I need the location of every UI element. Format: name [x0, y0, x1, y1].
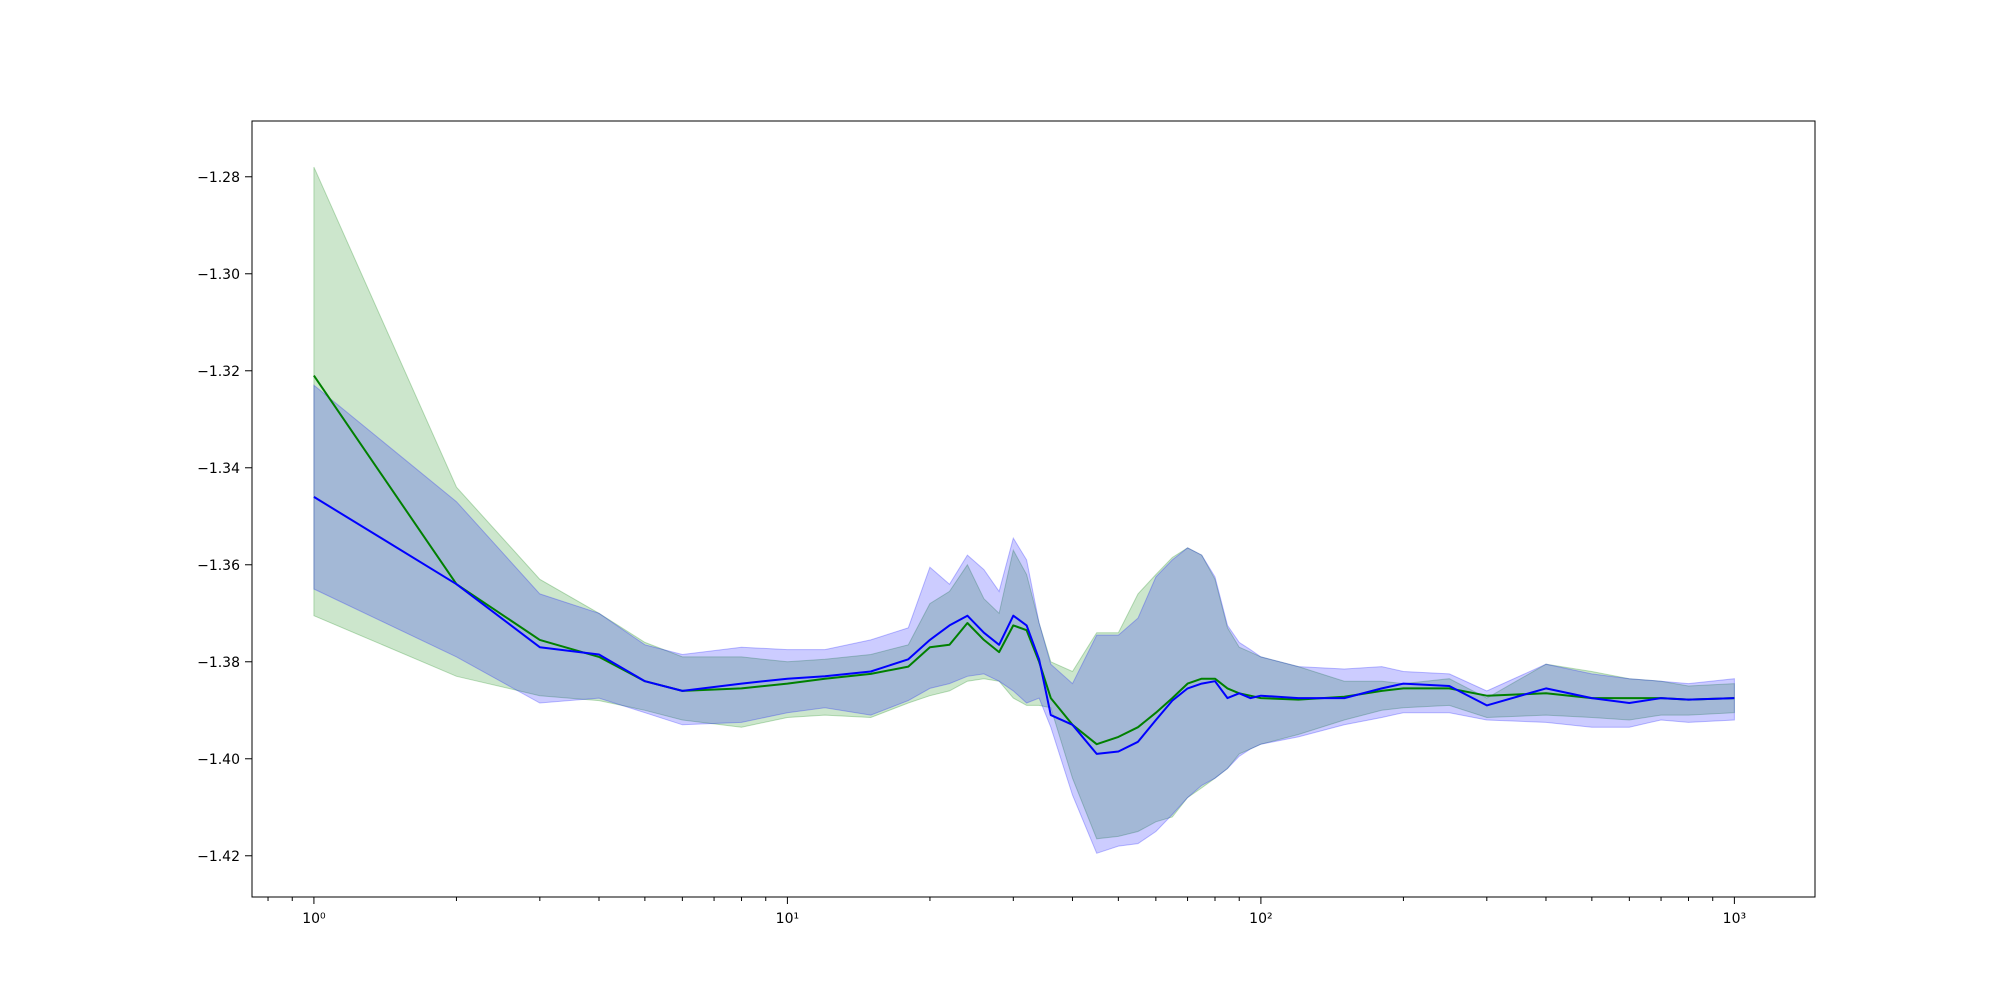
y-tick-label: −1.34 — [197, 461, 240, 477]
confidence-bands — [313, 166, 1735, 854]
y-tick-label: −1.30 — [197, 267, 240, 283]
series-lines — [313, 375, 1735, 755]
x-axis: 10⁰ 10¹ 10² 10³ — [267, 897, 1746, 927]
line-series-1 — [313, 375, 1735, 746]
plot-frame — [251, 120, 1816, 898]
x-tick-label: 10² — [1249, 911, 1272, 927]
y-tick-label: −1.40 — [197, 752, 240, 768]
line-series-2 — [313, 496, 1735, 755]
band-series-2 — [313, 384, 1735, 854]
y-tick-label: −1.32 — [197, 364, 240, 380]
x-tick-label: 10⁰ — [302, 911, 326, 927]
y-axis: −1.28 −1.30 −1.32 −1.34 −1.36 −1.38 −1.40 −1.42 — [197, 170, 252, 865]
x-tick-label: 10¹ — [776, 911, 799, 927]
band-series-1 — [313, 166, 1735, 840]
y-tick-label: −1.28 — [197, 170, 240, 186]
x-tick-label: 10³ — [1723, 911, 1746, 927]
y-tick-label: −1.42 — [197, 849, 240, 865]
y-tick-label: −1.38 — [197, 655, 240, 671]
y-tick-label: −1.36 — [197, 558, 240, 574]
